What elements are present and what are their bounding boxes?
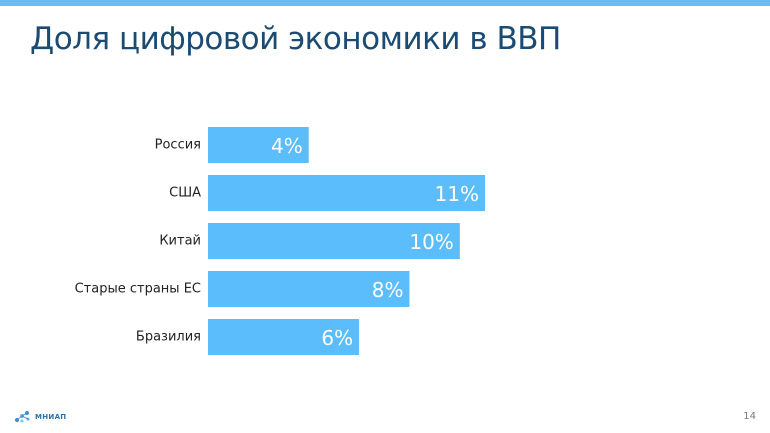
bar — [208, 127, 309, 163]
bar — [208, 271, 410, 307]
logo-icon — [15, 411, 30, 423]
bar-value-label: 8% — [372, 278, 404, 302]
logo: МНИАП — [14, 409, 66, 425]
logo-text: МНИАП — [35, 413, 67, 421]
bar-value-label: 4% — [271, 134, 303, 158]
top-accent-bar — [0, 0, 770, 6]
category-label: Старые страны ЕС — [75, 282, 201, 297]
category-label: Китай — [159, 234, 201, 249]
bar — [208, 319, 360, 355]
bar — [208, 175, 485, 211]
category-label: Россия — [155, 138, 201, 153]
bar — [208, 223, 460, 259]
slide-title: Доля цифровой экономики в ВВП — [30, 21, 561, 57]
category-label: Бразилия — [136, 330, 201, 345]
bar-value-label: 6% — [321, 326, 353, 350]
bar-value-label: 10% — [409, 230, 453, 254]
category-label: США — [169, 186, 201, 201]
bar-value-label: 11% — [435, 182, 479, 206]
page-number: 14 — [743, 411, 756, 422]
